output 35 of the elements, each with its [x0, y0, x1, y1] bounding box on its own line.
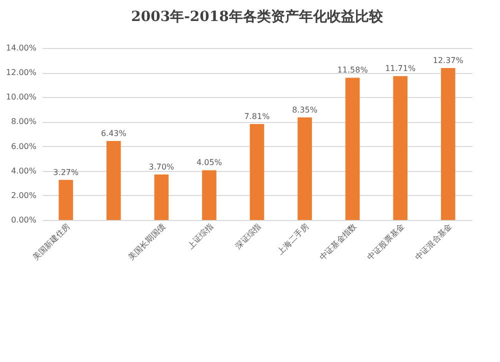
data-label: 4.05%	[196, 158, 222, 168]
bar	[298, 117, 312, 220]
data-label: 11.58%	[337, 66, 368, 75]
bar	[393, 76, 408, 220]
y-tick-label: 10.00%	[6, 92, 37, 102]
y-tick-label: 14.00%	[6, 44, 37, 52]
y-tick-label: 2.00%	[11, 190, 37, 200]
bar	[106, 141, 121, 220]
chart-title: 2003年-2018年各类资产年化收益比较	[131, 8, 384, 25]
x-tick-label: 美国新建住房	[31, 222, 72, 262]
x-tick-label: 中证基金指数	[318, 222, 358, 262]
data-label: 6.43%	[100, 129, 127, 138]
x-tick-label: 上证综指	[186, 222, 215, 251]
x-tick-label: 中证股票基金	[366, 222, 406, 262]
y-tick-label: 6.00%	[11, 142, 37, 151]
data-label: 12.37%	[432, 56, 464, 66]
y-tick-label: 12.00%	[6, 68, 37, 78]
data-label: 3.70%	[148, 162, 175, 172]
x-tick-label: 上海二手房	[276, 222, 310, 256]
y-tick-label: 4.00%	[11, 166, 37, 176]
bar	[202, 170, 216, 220]
data-label: 7.81%	[244, 112, 270, 122]
bar	[154, 174, 169, 220]
data-label: 3.27%	[53, 168, 79, 177]
data-label: 8.35%	[292, 105, 318, 114]
y-tick-label: 8.00%	[11, 117, 37, 126]
bar	[440, 68, 456, 220]
x-tick-label: 深证综指	[234, 222, 263, 251]
x-tick-label: 美国长期国债	[126, 222, 168, 262]
bar	[58, 180, 74, 220]
bar	[250, 124, 264, 220]
data-label: 11.71%	[385, 64, 416, 74]
x-tick-label: 中证混合基金	[413, 222, 454, 262]
y-tick-label: 0.00%	[11, 216, 37, 224]
bar	[345, 78, 360, 220]
